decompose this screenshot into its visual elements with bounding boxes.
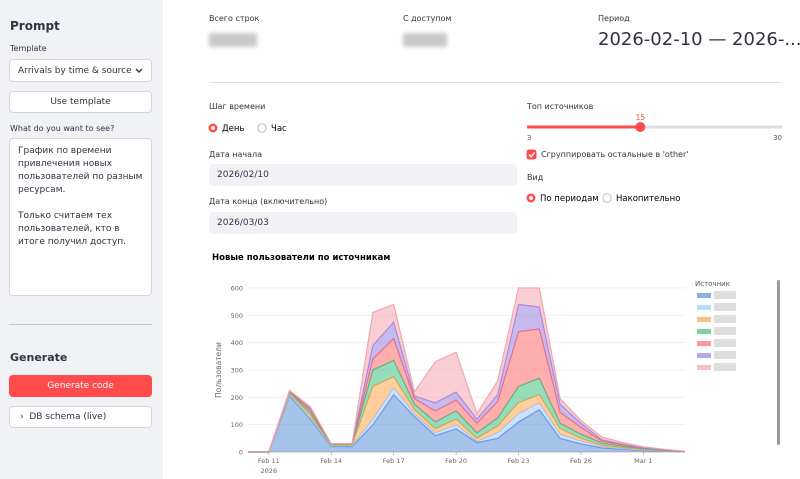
- radio-label: По периодам: [540, 194, 599, 204]
- legend-swatch[interactable]: [697, 317, 711, 322]
- generate-title: Generate: [10, 351, 68, 364]
- radio[interactable]: [526, 193, 536, 203]
- legend-blurred-name[interactable]: [714, 351, 736, 359]
- y-tick-label: 600: [231, 284, 243, 292]
- generate-button[interactable]: Generate code: [9, 375, 152, 397]
- legend-swatch[interactable]: [697, 329, 711, 334]
- y-tick-label: 100: [231, 421, 243, 429]
- radio[interactable]: [257, 123, 267, 133]
- schema-expander[interactable]: › DB schema (live): [9, 406, 152, 428]
- control-label: Шаг времени: [209, 102, 266, 111]
- slider-min: 3: [527, 134, 531, 142]
- prompt-textarea[interactable]: График по времени привлечения новых поль…: [9, 138, 152, 296]
- y-tick-label: 200: [231, 394, 243, 402]
- legend-swatch[interactable]: [697, 365, 711, 370]
- use-template-button[interactable]: Use template: [9, 91, 152, 113]
- x-tick-label: Feb 17: [383, 457, 405, 465]
- prompt-label: What do you want to see?: [10, 124, 115, 133]
- x-tick-label: Mar 1: [634, 457, 652, 465]
- radio-label: Час: [271, 124, 287, 134]
- checkbox-label: Сгруппировать остальные в 'other': [541, 150, 689, 159]
- x-tick-label: Feb 23: [508, 457, 530, 465]
- divider: [9, 324, 152, 325]
- radio[interactable]: [602, 193, 612, 203]
- area: [248, 394, 685, 452]
- control-label: Вид: [527, 173, 544, 182]
- legend-title: Источник: [695, 280, 730, 288]
- x-tick-label: Feb 11: [258, 457, 280, 465]
- legend-swatch[interactable]: [697, 305, 711, 310]
- expander-label: DB schema (live): [29, 412, 107, 422]
- metric-value: 2026-02-10 — 2026-...: [598, 29, 800, 50]
- divider: [209, 82, 782, 83]
- x-tick-label: Feb 20: [445, 457, 467, 465]
- legend-blurred-name[interactable]: [714, 291, 736, 299]
- legend-swatch[interactable]: [697, 341, 711, 346]
- legend-swatch[interactable]: [697, 293, 711, 298]
- y-tick-label: 500: [231, 312, 243, 320]
- sidebar-title: Prompt: [10, 19, 60, 33]
- x-tick-label: Feb 26: [570, 457, 592, 465]
- radio-label: День: [222, 124, 244, 134]
- radio-label: Накопительно: [616, 194, 680, 204]
- legend-scrollbar[interactable]: [777, 280, 780, 445]
- y-tick-label: 0: [239, 449, 243, 457]
- chevron: [135, 68, 143, 73]
- date-input[interactable]: 2026/02/10: [209, 164, 517, 186]
- radio[interactable]: [208, 123, 218, 133]
- legend-blurred-name[interactable]: [714, 339, 736, 347]
- blurred-value: [403, 33, 447, 47]
- select-value: Arrivals by time & source: [18, 66, 132, 76]
- controls-svg: День Час По периодам Накопительно 15 3 30: [208, 113, 782, 204]
- blurred-value: [209, 33, 257, 47]
- chart: Новые пользователи по источникам Пользов…: [212, 253, 780, 475]
- control-label: Дата конца (включительно): [209, 197, 328, 206]
- legend-blurred-name[interactable]: [714, 363, 736, 371]
- checkmark: [528, 152, 536, 158]
- metric-label: Всего строк: [209, 14, 260, 23]
- x-tick-year: 2026: [261, 467, 278, 475]
- y-tick-label: 300: [231, 366, 243, 374]
- x-tick-label: Feb 14: [320, 457, 342, 465]
- slider-value: 15: [636, 113, 646, 122]
- y-tick-label: 400: [231, 339, 243, 347]
- checkbox[interactable]: [526, 149, 537, 160]
- legend-blurred-name[interactable]: [714, 315, 736, 323]
- metric-label: С доступом: [403, 14, 452, 23]
- expander-arrow: ›: [20, 412, 30, 422]
- legend-swatch[interactable]: [697, 353, 711, 358]
- legend-blurred-name[interactable]: [714, 327, 736, 335]
- area-line: [248, 287, 686, 453]
- template-select[interactable]: Arrivals by time & source: [9, 59, 152, 82]
- date-input[interactable]: 2026/03/03: [209, 212, 517, 234]
- metric-label: Период: [598, 14, 630, 23]
- template-label: Template: [10, 44, 47, 53]
- control-label: Топ источников: [527, 102, 594, 111]
- sidebar: Prompt Template Arrivals by time & sourc…: [0, 0, 163, 479]
- slider-max: 30: [773, 134, 782, 142]
- slider-thumb[interactable]: [635, 122, 646, 132]
- control-label: Дата начала: [209, 150, 263, 159]
- area: [248, 360, 685, 452]
- chart-title: Новые пользователи по источникам: [212, 253, 390, 263]
- legend-blurred-name[interactable]: [714, 303, 736, 311]
- area: [248, 376, 685, 452]
- y-axis-label: Пользователи: [214, 342, 223, 398]
